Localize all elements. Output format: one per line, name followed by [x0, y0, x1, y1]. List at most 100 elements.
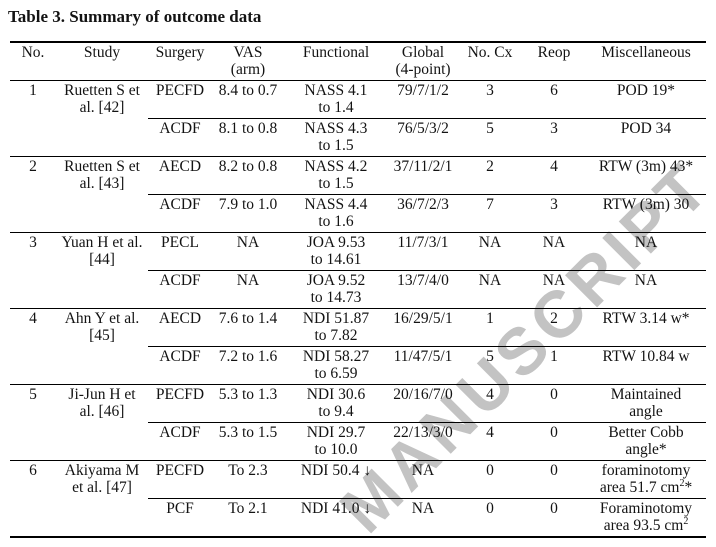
- cell-misc: POD 19*: [586, 80, 706, 119]
- cell-misc: Better Cobb angle*: [586, 422, 706, 461]
- cell-global: 11/47/5/1: [388, 346, 458, 385]
- cell-reop: 0: [522, 460, 586, 499]
- cell-surgery: ACDF: [148, 270, 212, 309]
- cell-cx: 2: [458, 156, 522, 195]
- cell-cx: 7: [458, 194, 522, 233]
- cell-reop: 0: [522, 384, 586, 423]
- cell-vas: NA: [212, 270, 284, 309]
- cell-misc: POD 34: [586, 118, 706, 157]
- cell-misc: RTW (3m) 43*: [586, 156, 706, 195]
- cell-misc: RTW 3.14 w*: [586, 308, 706, 347]
- column-header-surgery: Surgery: [148, 42, 212, 81]
- cell-vas: 5.3 to 1.5: [212, 422, 284, 461]
- table-row: ACDF 5.3 to 1.5 NDI 29.7 to 10.0 22/13/3/0 4 0…: [10, 422, 706, 461]
- column-header-functional: Functional: [284, 42, 388, 81]
- column-header-cx: No. Cx: [458, 42, 522, 81]
- cell-reop: 1: [522, 346, 586, 385]
- cell-cx: NA: [458, 232, 522, 271]
- cell-functional: NDI 30.6 to 9.4: [284, 384, 388, 423]
- cell-cx: 5: [458, 118, 522, 157]
- cell-surgery: ACDF: [148, 118, 212, 157]
- cell-no: 6: [10, 460, 56, 538]
- cell-vas: 5.3 to 1.3: [212, 384, 284, 423]
- cell-surgery: PECFD: [148, 80, 212, 119]
- cell-global: 37/11/2/1: [388, 156, 458, 195]
- cell-misc: RTW (3m) 30: [586, 194, 706, 233]
- cell-cx: 0: [458, 460, 522, 499]
- cell-cx: 1: [458, 308, 522, 347]
- header-row: No. Study Surgery VAS (arm) Functional Global(…: [10, 42, 706, 81]
- cell-functional: NDI 50.4 ↓: [284, 460, 388, 499]
- cell-global: NA: [388, 498, 458, 538]
- cell-vas: NA: [212, 232, 284, 271]
- column-header-misc: Miscellaneous: [586, 42, 706, 81]
- cell-global: 20/16/7/0: [388, 384, 458, 423]
- cell-reop: 6: [522, 80, 586, 119]
- cell-surgery: ACDF: [148, 422, 212, 461]
- cell-surgery: PECL: [148, 232, 212, 271]
- cell-misc: Maintained angle: [586, 384, 706, 423]
- table-row: 5 Ji-Jun H et al. [46] PECFD 5.3 to 1.3 NDI 3…: [10, 384, 706, 461]
- table-row: 2 Ruetten S et al. [43] AECD 8.2 to 0.8 NASS …: [10, 156, 706, 233]
- cell-misc: NA: [586, 270, 706, 309]
- cell-study: Ruetten S et al. [42]: [56, 80, 148, 157]
- cell-reop: 0: [522, 498, 586, 538]
- cell-cx: 4: [458, 384, 522, 423]
- cell-functional: NDI 29.7 to 10.0: [284, 422, 388, 461]
- cell-functional: NDI 58.27 to 6.59: [284, 346, 388, 385]
- cell-functional: NASS 4.4 to 1.6: [284, 194, 388, 233]
- cell-functional: NASS 4.1 to 1.4: [284, 80, 388, 119]
- column-header-no: No.: [10, 42, 56, 81]
- cell-misc: NA: [586, 232, 706, 271]
- cell-vas: 7.9 to 1.0: [212, 194, 284, 233]
- cell-no: 5: [10, 384, 56, 461]
- cell-global: 16/29/5/1: [388, 308, 458, 347]
- cell-global: 36/7/2/3: [388, 194, 458, 233]
- table-row: ACDF NA JOA 9.52 to 14.73 13/7/4/0 NA NA NA: [10, 270, 706, 309]
- table-title: Table 3. Summary of outcome data: [8, 7, 262, 26]
- table-header: No. Study Surgery VAS (arm) Functional Global(…: [10, 42, 706, 81]
- cell-vas: 7.6 to 1.4: [212, 308, 284, 347]
- cell-global: 11/7/3/1: [388, 232, 458, 271]
- table-row: ACDF 7.2 to 1.6 NDI 58.27 to 6.59 11/47/5/1 5…: [10, 346, 706, 385]
- table-row: ACDF 7.9 to 1.0 NASS 4.4 to 1.6 36/7/2/3 7 3 RT…: [10, 194, 706, 233]
- cell-surgery: AECD: [148, 308, 212, 347]
- table-row: ACDF 8.1 to 0.8 NASS 4.3 to 1.5 76/5/3/2 5 3 PO…: [10, 118, 706, 157]
- cell-study: Ruetten S et al. [43]: [56, 156, 148, 233]
- cell-vas: 7.2 to 1.6: [212, 346, 284, 385]
- cell-surgery: PECFD: [148, 460, 212, 499]
- cell-study: Ahn Y et al. [45]: [56, 308, 148, 385]
- cell-global: 79/7/1/2: [388, 80, 458, 119]
- table-row: 3 Yuan H et al. [44] PECL NA JOA 9.53 to 14.61…: [10, 232, 706, 309]
- column-header-reop: Reop: [522, 42, 586, 81]
- cell-functional: NASS 4.3 to 1.5: [284, 118, 388, 157]
- cell-reop: 4: [522, 156, 586, 195]
- cell-functional: JOA 9.52 to 14.73: [284, 270, 388, 309]
- cell-global: NA: [388, 460, 458, 499]
- cell-study: Ji-Jun H et al. [46]: [56, 384, 148, 461]
- cell-functional: NDI 41.0 ↓: [284, 498, 388, 538]
- table-row: 4 Ahn Y et al. [45] AECD 7.6 to 1.4 NDI 51.87…: [10, 308, 706, 385]
- cell-surgery: ACDF: [148, 194, 212, 233]
- cell-vas: 8.2 to 0.8: [212, 156, 284, 195]
- cell-cx: NA: [458, 270, 522, 309]
- cell-vas: 8.4 to 0.7: [212, 80, 284, 119]
- cell-no: 4: [10, 308, 56, 385]
- cell-surgery: AECD: [148, 156, 212, 195]
- cell-no: 1: [10, 80, 56, 157]
- cell-reop: NA: [522, 232, 586, 271]
- cell-vas: To 2.3: [212, 460, 284, 499]
- cell-vas: 8.1 to 0.8: [212, 118, 284, 157]
- cell-cx: 3: [458, 80, 522, 119]
- table-body: 1 Ruetten S et al. [42] PECFD 8.4 to 0.7 NASS…: [10, 80, 706, 538]
- cell-vas: To 2.1: [212, 498, 284, 538]
- cell-cx: 4: [458, 422, 522, 461]
- column-header-vas: VAS (arm): [212, 42, 284, 81]
- column-header-global: Global (4-point): [388, 42, 458, 81]
- table-row: 1 Ruetten S et al. [42] PECFD 8.4 to 0.7 NASS…: [10, 80, 706, 157]
- cell-cx: 0: [458, 498, 522, 538]
- outcome-table: No. Study Surgery VAS (arm) Functional Global(…: [10, 41, 706, 538]
- cell-misc: RTW 10.84 w: [586, 346, 706, 385]
- cell-reop: 2: [522, 308, 586, 347]
